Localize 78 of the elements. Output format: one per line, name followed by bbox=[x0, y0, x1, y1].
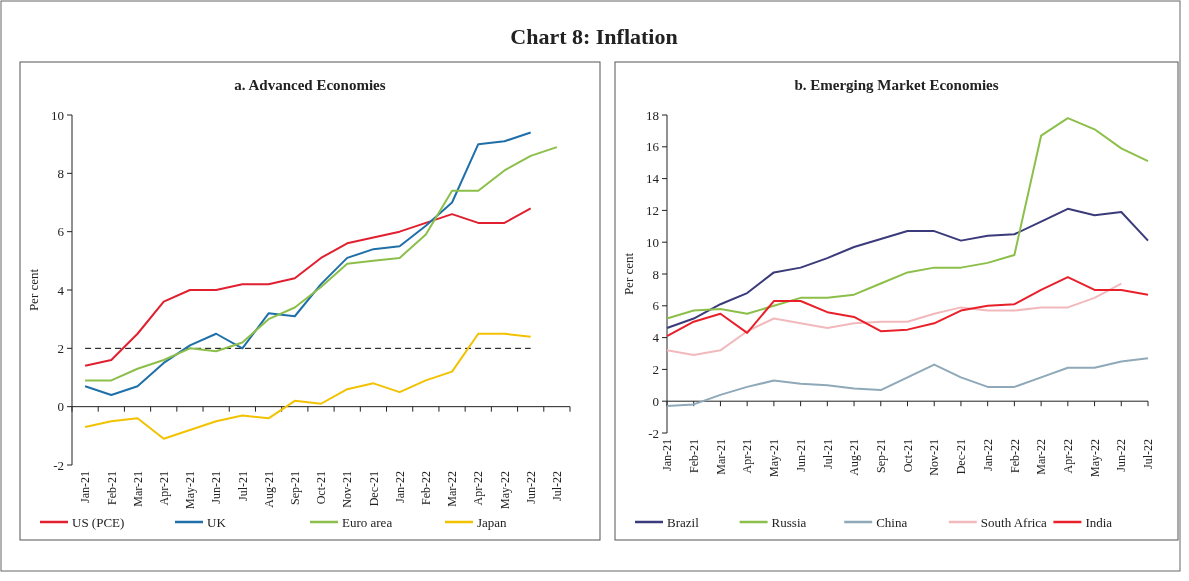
line-series bbox=[84, 131, 532, 396]
x-tick-label: Oct-21 bbox=[900, 439, 915, 473]
x-tick-label: Aug-21 bbox=[261, 471, 276, 508]
legend-label: Euro area bbox=[342, 514, 393, 530]
x-tick-label: Jan-22 bbox=[980, 439, 995, 471]
x-tick-label: Nov-21 bbox=[927, 439, 942, 476]
x-tick-label: May-21 bbox=[767, 439, 782, 477]
legend-label: UK bbox=[207, 514, 227, 530]
x-tick-label: Apr-22 bbox=[471, 471, 486, 506]
x-tick-label: May-22 bbox=[497, 471, 512, 509]
y-tick-label: 4 bbox=[652, 330, 660, 346]
x-tick-label: Apr-22 bbox=[1061, 439, 1076, 474]
y-tick-label: 2 bbox=[652, 361, 659, 377]
y-tick-label: -2 bbox=[53, 457, 64, 473]
x-tick-label: Jul-21 bbox=[820, 439, 835, 469]
line-series bbox=[84, 207, 532, 367]
x-tick-label: May-21 bbox=[183, 471, 198, 509]
x-tick-label: Jul-22 bbox=[1141, 439, 1156, 469]
x-tick-label: May-22 bbox=[1087, 439, 1102, 477]
x-tick-label: Jan-21 bbox=[660, 439, 675, 471]
x-tick-label: Oct-21 bbox=[314, 471, 329, 505]
line-series bbox=[84, 332, 532, 440]
y-axis-title: Per cent bbox=[621, 252, 636, 296]
x-tick-label: Feb-22 bbox=[1007, 439, 1022, 473]
y-tick-label: 10 bbox=[646, 234, 659, 250]
x-tick-label: Feb-21 bbox=[686, 439, 701, 473]
chart-title: a. Advanced Economies bbox=[234, 77, 386, 93]
legend-label: China bbox=[876, 514, 908, 530]
x-tick-label: Apr-21 bbox=[156, 471, 171, 506]
legend-label: Russia bbox=[771, 514, 807, 530]
x-tick-label: Jun-22 bbox=[523, 471, 538, 504]
y-tick-label: 4 bbox=[57, 282, 65, 298]
y-tick-label: 6 bbox=[57, 224, 65, 240]
x-tick-label: Mar-22 bbox=[1034, 439, 1049, 475]
y-tick-label: 12 bbox=[646, 202, 659, 218]
x-tick-label: Sep-21 bbox=[287, 471, 302, 505]
x-tick-label: Feb-21 bbox=[104, 471, 119, 505]
y-tick-label: 10 bbox=[51, 107, 64, 123]
legend-label: India bbox=[1085, 514, 1113, 530]
y-tick-label: 2 bbox=[57, 340, 64, 356]
line-series bbox=[84, 146, 558, 382]
x-tick-label: Aug-21 bbox=[847, 439, 862, 476]
x-tick-label: Jan-22 bbox=[392, 471, 407, 503]
x-tick-label: Jan-21 bbox=[78, 471, 93, 503]
caption: Chart 8: Inflation bbox=[510, 24, 678, 49]
line-series bbox=[666, 282, 1123, 357]
y-tick-label: 14 bbox=[646, 171, 660, 187]
y-tick-label: 8 bbox=[57, 165, 64, 181]
x-tick-label: Jul-22 bbox=[550, 471, 565, 501]
x-tick-label: Dec-21 bbox=[366, 471, 381, 507]
y-tick-label: 8 bbox=[652, 266, 659, 282]
x-tick-label: Nov-21 bbox=[340, 471, 355, 508]
y-tick-label: 0 bbox=[652, 393, 659, 409]
y-tick-label: 0 bbox=[57, 399, 64, 415]
y-tick-label: 18 bbox=[646, 107, 659, 123]
x-tick-label: Dec-21 bbox=[954, 439, 969, 475]
line-series bbox=[666, 276, 1149, 338]
x-tick-label: Feb-22 bbox=[419, 471, 434, 505]
y-axis-title: Per cent bbox=[26, 268, 41, 312]
x-tick-label: Jun-21 bbox=[209, 471, 224, 504]
line-series bbox=[666, 117, 1149, 320]
x-tick-label: Mar-21 bbox=[130, 471, 145, 507]
x-tick-label: Jun-22 bbox=[1114, 439, 1129, 472]
x-tick-label: Mar-22 bbox=[445, 471, 460, 507]
x-tick-label: Jul-21 bbox=[235, 471, 250, 501]
legend-label: Japan bbox=[477, 514, 508, 530]
x-tick-label: Apr-21 bbox=[740, 439, 755, 474]
x-tick-label: Sep-21 bbox=[873, 439, 888, 473]
legend-label: US (PCE) bbox=[72, 514, 125, 530]
x-tick-label: Mar-21 bbox=[713, 439, 728, 475]
y-tick-label: -2 bbox=[648, 425, 659, 441]
line-series bbox=[666, 207, 1149, 330]
x-tick-label: Jun-21 bbox=[793, 439, 808, 472]
y-tick-label: 6 bbox=[652, 298, 660, 314]
legend-label: South Africa bbox=[980, 514, 1048, 530]
y-tick-label: 16 bbox=[646, 139, 660, 155]
legend-label: Brazil bbox=[667, 514, 700, 530]
chart-title: b. Emerging Market Economies bbox=[794, 77, 999, 93]
